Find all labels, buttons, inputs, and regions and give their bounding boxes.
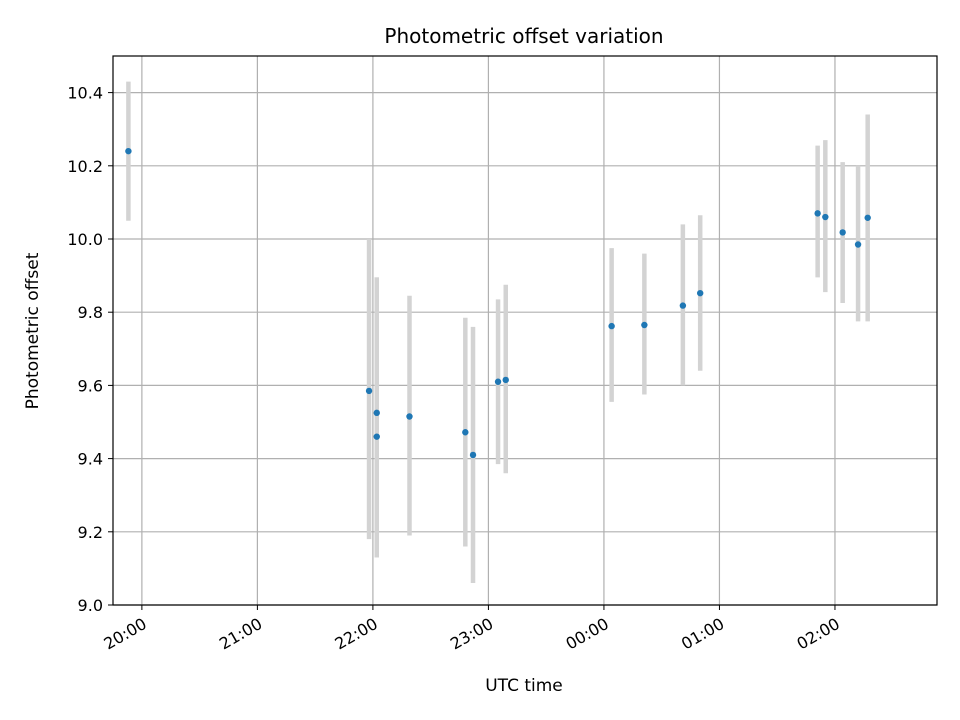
data-point — [125, 147, 132, 155]
y-tick-label: 9.8 — [78, 303, 103, 322]
x-axis-title: UTC time — [485, 676, 563, 696]
data-point — [814, 210, 821, 217]
y-tick-label: 9.2 — [78, 523, 103, 542]
y-tick-label: 9.4 — [78, 450, 103, 469]
data-point — [373, 433, 380, 440]
chart-title: Photometric offset variation — [384, 24, 663, 48]
data-point — [502, 376, 509, 384]
data-points — [125, 147, 871, 459]
y-tick-label: 10.4 — [67, 84, 103, 103]
data-point — [679, 302, 687, 309]
data-point — [406, 413, 413, 420]
data-point — [365, 387, 373, 395]
data-point — [494, 378, 502, 385]
data-point — [641, 321, 648, 329]
y-tick-label: 9.6 — [78, 376, 103, 395]
data-point — [822, 213, 829, 221]
data-point — [469, 451, 477, 459]
data-point — [462, 429, 469, 436]
data-point — [696, 289, 704, 297]
data-point — [854, 241, 862, 248]
data-point — [839, 229, 846, 236]
grid — [113, 56, 937, 606]
data-point — [608, 322, 615, 330]
plot-frame — [112, 55, 938, 606]
y-tick-label: 9.0 — [78, 596, 103, 615]
y-tick-label: 10.2 — [67, 157, 103, 176]
y-axis-title: Photometric offset — [23, 252, 43, 409]
y-axis: 9.0 9.2 9.4 9.6 9.8 10.0 10.2 10.4 — [67, 84, 113, 615]
data-point — [373, 409, 380, 417]
y-tick-label: 10.0 — [67, 230, 103, 249]
data-point — [864, 214, 871, 221]
